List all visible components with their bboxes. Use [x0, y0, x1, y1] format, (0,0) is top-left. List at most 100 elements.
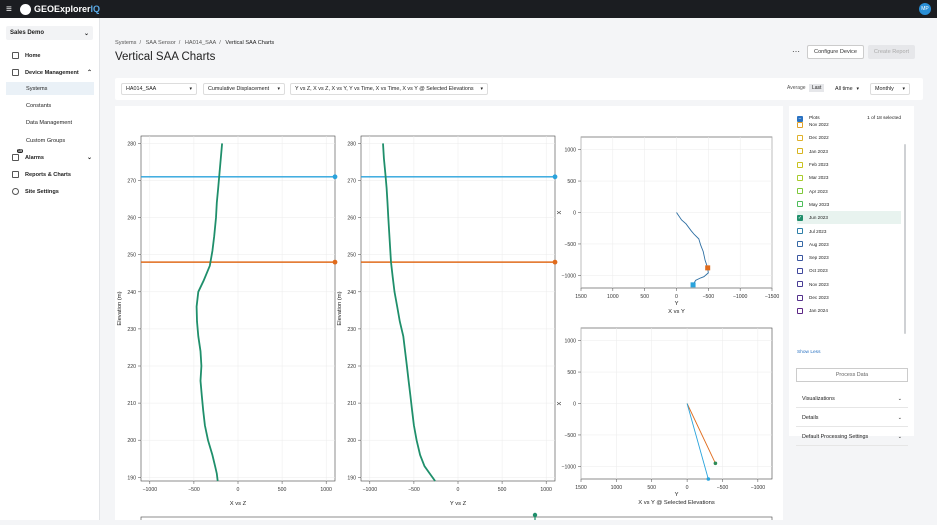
- legend-checkbox[interactable]: [797, 281, 803, 288]
- caret-down-icon: ▾: [480, 86, 483, 92]
- sidebar-item-alarms[interactable]: 15 Alarms ⌄: [0, 149, 100, 164]
- process-data-button[interactable]: Process Data: [796, 368, 908, 382]
- top-bar: ≡ GEOExplorer IQ MP: [0, 0, 937, 18]
- caret-down-icon: ▾: [189, 86, 192, 92]
- legend-checkbox[interactable]: [797, 188, 803, 195]
- series-line: [686, 403, 709, 480]
- sidebar-item-site-settings[interactable]: Site Settings: [0, 185, 100, 198]
- y-tick-label: 280: [347, 141, 356, 147]
- legend-checkbox[interactable]: [797, 121, 803, 128]
- legend-item[interactable]: Apr 2023: [797, 184, 901, 197]
- x-tick-label: −1000: [143, 487, 158, 493]
- legend-label: Mar 2023: [809, 175, 829, 181]
- legend-header: − Plots 1 of 18 selected: [797, 114, 901, 123]
- legend-item[interactable]: Jan 2024: [797, 304, 901, 317]
- legend-checkbox[interactable]: [797, 201, 803, 208]
- legend-scrollbar[interactable]: [904, 144, 906, 334]
- home-icon: [12, 52, 19, 59]
- device-select[interactable]: HA014_SAA ▾: [121, 83, 197, 95]
- x-tick-label: 0: [457, 487, 460, 493]
- legend-checkbox[interactable]: [797, 254, 803, 261]
- x-tick-label: −500: [408, 487, 420, 493]
- timeline-cursor-handle: [532, 512, 538, 518]
- legend-item[interactable]: Jan 2023: [797, 145, 901, 158]
- charts-canvas[interactable]: −1000 −500 0 500 1000 190 200 210 220 230 240 250 26…: [115, 106, 783, 525]
- data-point: [706, 477, 711, 481]
- x-axis-label: Y vs Z: [450, 501, 467, 507]
- interval-select[interactable]: Monthly ▾: [870, 83, 910, 95]
- details-accordion[interactable]: Details ⌄: [796, 410, 908, 427]
- legend-item[interactable]: May 2023: [797, 198, 901, 211]
- caret-down-icon: ▾: [856, 86, 859, 92]
- breadcrumb-systems[interactable]: Systems: [115, 40, 137, 46]
- views-select[interactable]: Y vs Z, X vs Z, X vs Y, Y vs Time, X vs …: [290, 83, 488, 95]
- legend-item[interactable]: Nov 2023: [797, 278, 901, 291]
- breadcrumb-device[interactable]: HA014_SAA: [184, 40, 217, 46]
- breadcrumb-saa-sensor[interactable]: SAA Sensor: [145, 40, 176, 46]
- agg-average-toggle[interactable]: Average: [787, 85, 806, 91]
- legend-checkbox[interactable]: [797, 148, 803, 155]
- legend-label: Jul 2023: [809, 228, 827, 234]
- caret-down-icon: ▾: [902, 86, 905, 92]
- visualizations-accordion[interactable]: Visualizations ⌄: [796, 391, 908, 408]
- app-logo[interactable]: GEOExplorer IQ: [20, 3, 100, 15]
- sidebar-item-constants[interactable]: Constants: [0, 99, 100, 112]
- legend-item[interactable]: Oct 2023: [797, 264, 901, 277]
- legend-checkbox[interactable]: [797, 161, 803, 168]
- legend-label: Dec 2023: [809, 295, 829, 300]
- gear-icon: [12, 188, 19, 195]
- legend-item[interactable]: Jul 2023: [797, 224, 901, 237]
- default-settings-accordion[interactable]: Default Processing Settings ⌄: [796, 429, 908, 446]
- legend-item[interactable]: Feb 2023: [797, 158, 901, 171]
- legend-label: Jan 2023: [809, 148, 828, 154]
- sidebar-item-custom-groups[interactable]: Custom Groups: [0, 134, 100, 147]
- select-all-checkbox[interactable]: −: [797, 115, 803, 122]
- legend-item[interactable]: Dec 2023: [797, 291, 901, 304]
- legend-item[interactable]: Mar 2023: [797, 171, 901, 184]
- sidebar-item-data-management[interactable]: Data Management: [0, 116, 100, 129]
- legend-label: Apr 2023: [809, 188, 828, 194]
- legend-item[interactable]: Nov 2022: [797, 118, 901, 131]
- x-tick-label: 1000: [607, 294, 619, 300]
- sidebar-item-home[interactable]: Home: [0, 49, 100, 62]
- legend-checkbox[interactable]: [797, 241, 803, 248]
- legend-item[interactable]: Sep 2023: [797, 251, 901, 264]
- sidebar-item-label: Data Management: [26, 119, 73, 126]
- legend-label: Nov 2023: [809, 281, 829, 287]
- show-less-link[interactable]: Show Less: [797, 350, 821, 355]
- legend-item[interactable]: ✓ Jun 2023: [797, 211, 901, 225]
- more-options-icon[interactable]: ⋯: [792, 47, 800, 56]
- legend-title: Plots: [809, 116, 820, 121]
- measure-select[interactable]: Cumulative Displacement ▾: [203, 83, 285, 95]
- hamburger-menu-icon[interactable]: ≡: [6, 3, 12, 15]
- legend-item[interactable]: Dec 2022: [797, 131, 901, 144]
- sidebar-item-label: Home: [25, 52, 41, 59]
- legend-checkbox[interactable]: [797, 307, 803, 314]
- range-select[interactable]: All time ▾: [831, 83, 863, 95]
- y-tick-label: 190: [127, 475, 136, 481]
- org-selector[interactable]: Sales Demo ⌄: [6, 26, 93, 40]
- x-tick-label: −500: [188, 487, 200, 493]
- legend-item[interactable]: Aug 2023: [797, 238, 901, 251]
- chart-3: 1500 1000 500 0 −500 −1000 1000 500 0 −500 −1000 X …: [557, 327, 773, 506]
- legend-checkbox[interactable]: [797, 228, 803, 235]
- legend-checkbox[interactable]: [797, 267, 803, 274]
- x-tick-label: 500: [640, 294, 649, 300]
- y-tick-label: 240: [347, 290, 356, 296]
- legend-checkbox[interactable]: [797, 174, 803, 181]
- sidebar-item-device-management[interactable]: Device Management ⌃: [0, 66, 100, 79]
- legend-checkbox[interactable]: ✓: [797, 214, 803, 221]
- user-avatar[interactable]: MP: [919, 3, 931, 15]
- agg-last-toggle[interactable]: Last: [809, 84, 825, 92]
- legend-checkbox[interactable]: [797, 134, 803, 141]
- sidebar-item-systems[interactable]: Systems: [6, 82, 94, 95]
- sidebar-item-reports[interactable]: Reports & Charts: [0, 168, 100, 181]
- legend-checkbox[interactable]: [797, 294, 803, 301]
- legend-label: Feb 2023: [809, 162, 829, 168]
- create-report-button[interactable]: Create Report: [868, 45, 915, 59]
- y-axis-label: Elevation (m): [117, 291, 123, 325]
- configure-device-button[interactable]: Configure Device: [807, 45, 864, 59]
- y-tick-label: 1000: [564, 148, 576, 154]
- y-tick-label: 230: [127, 327, 136, 333]
- sidebar-item-label: Systems: [26, 85, 48, 92]
